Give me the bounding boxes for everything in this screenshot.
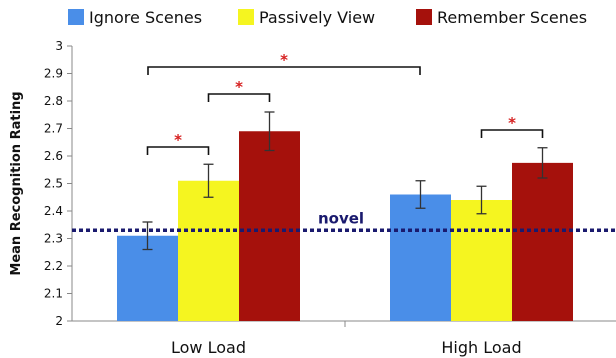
legend-label-0: Ignore Scenes	[89, 8, 202, 27]
bar	[239, 131, 300, 321]
bar	[512, 162, 573, 321]
y-tick-label: 2.5	[44, 177, 63, 191]
significance-star: *	[508, 114, 516, 132]
novel-reference-label: novel	[318, 209, 364, 227]
bar	[451, 200, 512, 321]
y-tick-label: 2.7	[44, 122, 63, 136]
bar	[390, 194, 451, 321]
x-category-label: High Load	[441, 338, 521, 357]
significance-bracket	[146, 146, 210, 155]
y-tick-label: 2.3	[44, 232, 63, 246]
significance-bracket	[480, 129, 544, 138]
legend-swatch-1	[238, 9, 254, 25]
legend-swatch-0	[68, 9, 84, 25]
x-category-label: Low Load	[171, 338, 246, 357]
significance-bracket	[147, 66, 421, 75]
y-tick-label: 2.6	[44, 149, 63, 163]
significance-bracket	[207, 93, 271, 102]
y-tick-label: 2.4	[44, 204, 63, 218]
bar	[178, 180, 239, 321]
y-tick-label: 2.9	[44, 67, 63, 81]
y-axis-label: Mean Recognition Rating	[9, 91, 24, 275]
significance-star: *	[280, 51, 288, 69]
legend-swatch-2	[416, 9, 432, 25]
y-tick-label: 3	[55, 39, 63, 53]
y-tick-label: 2.2	[44, 259, 63, 273]
y-tick-label: 2	[55, 314, 63, 328]
significance-star: *	[174, 131, 182, 149]
y-tick-label: 2.1	[44, 287, 63, 301]
legend-label-1: Passively View	[259, 8, 375, 27]
y-tick-label: 2.8	[44, 94, 63, 108]
legend-label-2: Remember Scenes	[437, 8, 587, 27]
significance-star: *	[235, 78, 243, 96]
